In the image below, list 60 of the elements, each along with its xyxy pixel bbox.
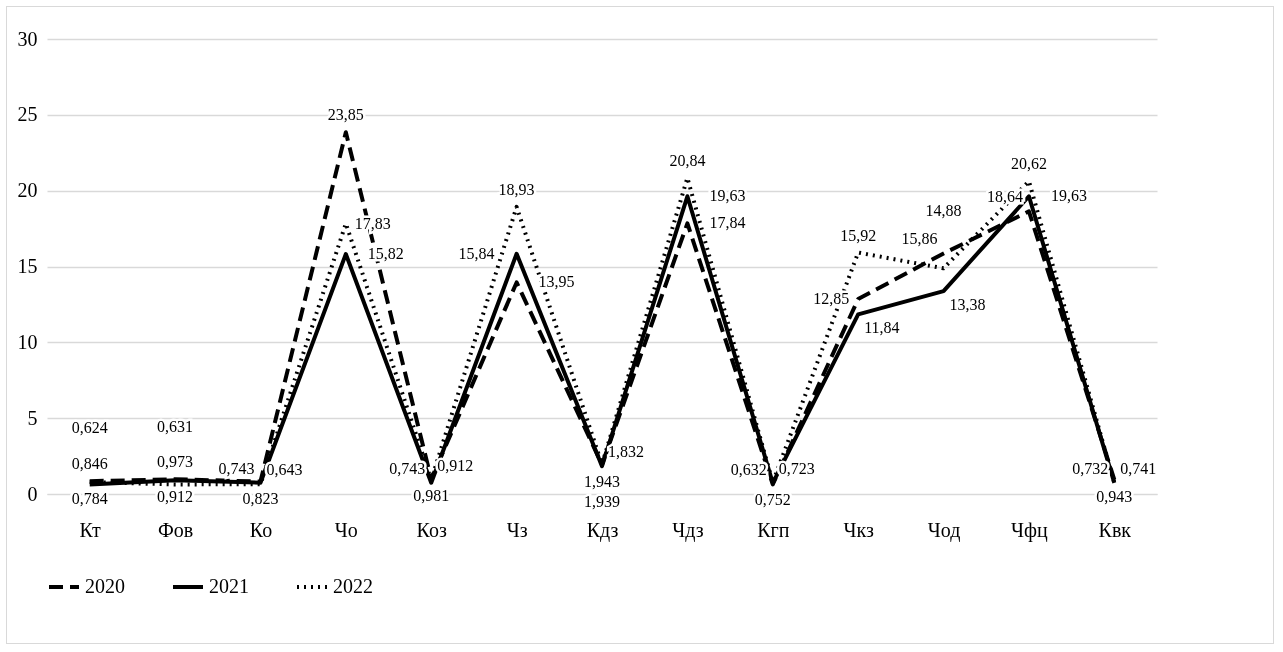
data-label: 0,912 xyxy=(157,488,194,506)
y-tick-label: 30 xyxy=(17,27,38,50)
data-label: 15,92 xyxy=(840,226,877,244)
legend-label: 2020 xyxy=(85,575,125,597)
data-label: 13,95 xyxy=(538,273,575,291)
y-tick-label: 5 xyxy=(27,406,38,429)
data-label: 0,981 xyxy=(413,487,450,505)
x-tick-label: Чз xyxy=(506,518,528,541)
data-label: 1,832 xyxy=(608,443,644,461)
data-label: 1,943 xyxy=(584,472,620,490)
data-label: 0,784 xyxy=(71,490,108,508)
x-tick-label: Фов xyxy=(157,518,194,541)
data-label: 15,86 xyxy=(901,230,938,248)
data-label: 19,63 xyxy=(1050,187,1087,205)
data-label: 18,93 xyxy=(498,180,535,198)
y-tick-label: 15 xyxy=(17,255,38,277)
data-label: 0,823 xyxy=(242,489,279,507)
x-tick-label: Квк xyxy=(1098,518,1132,541)
data-label: 20,84 xyxy=(669,151,706,169)
data-label: 14,88 xyxy=(925,202,962,220)
data-label: 0,732 xyxy=(1072,459,1109,477)
data-label: 1,939 xyxy=(584,492,620,510)
x-tick-label: Кт xyxy=(79,518,102,541)
data-label: 13,38 xyxy=(949,296,986,314)
data-label: 20,62 xyxy=(1010,155,1047,173)
x-tick-label: Ко xyxy=(249,518,273,541)
data-label: 0,743 xyxy=(389,459,426,477)
data-label: 0,846 xyxy=(71,455,108,473)
y-tick-label: 10 xyxy=(17,330,38,353)
data-label: 0,973 xyxy=(157,453,194,471)
x-tick-label: Чод xyxy=(927,518,961,542)
x-tick-label: Чо xyxy=(334,518,358,541)
data-label: 19,63 xyxy=(709,187,746,205)
x-tick-label: Кгп xyxy=(757,518,790,541)
data-label: 15,84 xyxy=(458,244,495,262)
data-label: 11,84 xyxy=(864,319,900,337)
data-label: 0,741 xyxy=(1120,459,1157,477)
data-label: 0,643 xyxy=(266,461,303,479)
data-label: 0,752 xyxy=(754,490,791,508)
y-tick-label: 25 xyxy=(17,103,38,126)
x-tick-label: Чкз xyxy=(843,518,874,541)
legend-label: 2021 xyxy=(209,575,249,597)
data-label: 23,85 xyxy=(327,106,364,124)
data-label: 0,943 xyxy=(1096,487,1133,505)
x-tick-label: Чфц xyxy=(1011,518,1049,542)
data-label: 17,84 xyxy=(709,214,746,232)
x-tick-label: Чдз xyxy=(672,518,704,542)
data-label: 0,632 xyxy=(730,461,767,479)
y-tick-label: 0 xyxy=(27,482,38,505)
x-tick-label: Коз xyxy=(416,518,447,541)
legend-label: 2022 xyxy=(333,575,373,597)
data-label: 18,64 xyxy=(986,188,1023,206)
data-label: 0,912 xyxy=(437,457,474,475)
y-tick-label: 20 xyxy=(17,179,38,202)
x-tick-label: Кдз xyxy=(586,518,619,542)
data-label: 0,624 xyxy=(71,418,108,436)
data-label: 12,85 xyxy=(813,290,850,308)
data-label: 17,83 xyxy=(354,214,391,232)
data-label: 0,631 xyxy=(157,418,194,436)
data-label: 0,743 xyxy=(218,459,255,477)
